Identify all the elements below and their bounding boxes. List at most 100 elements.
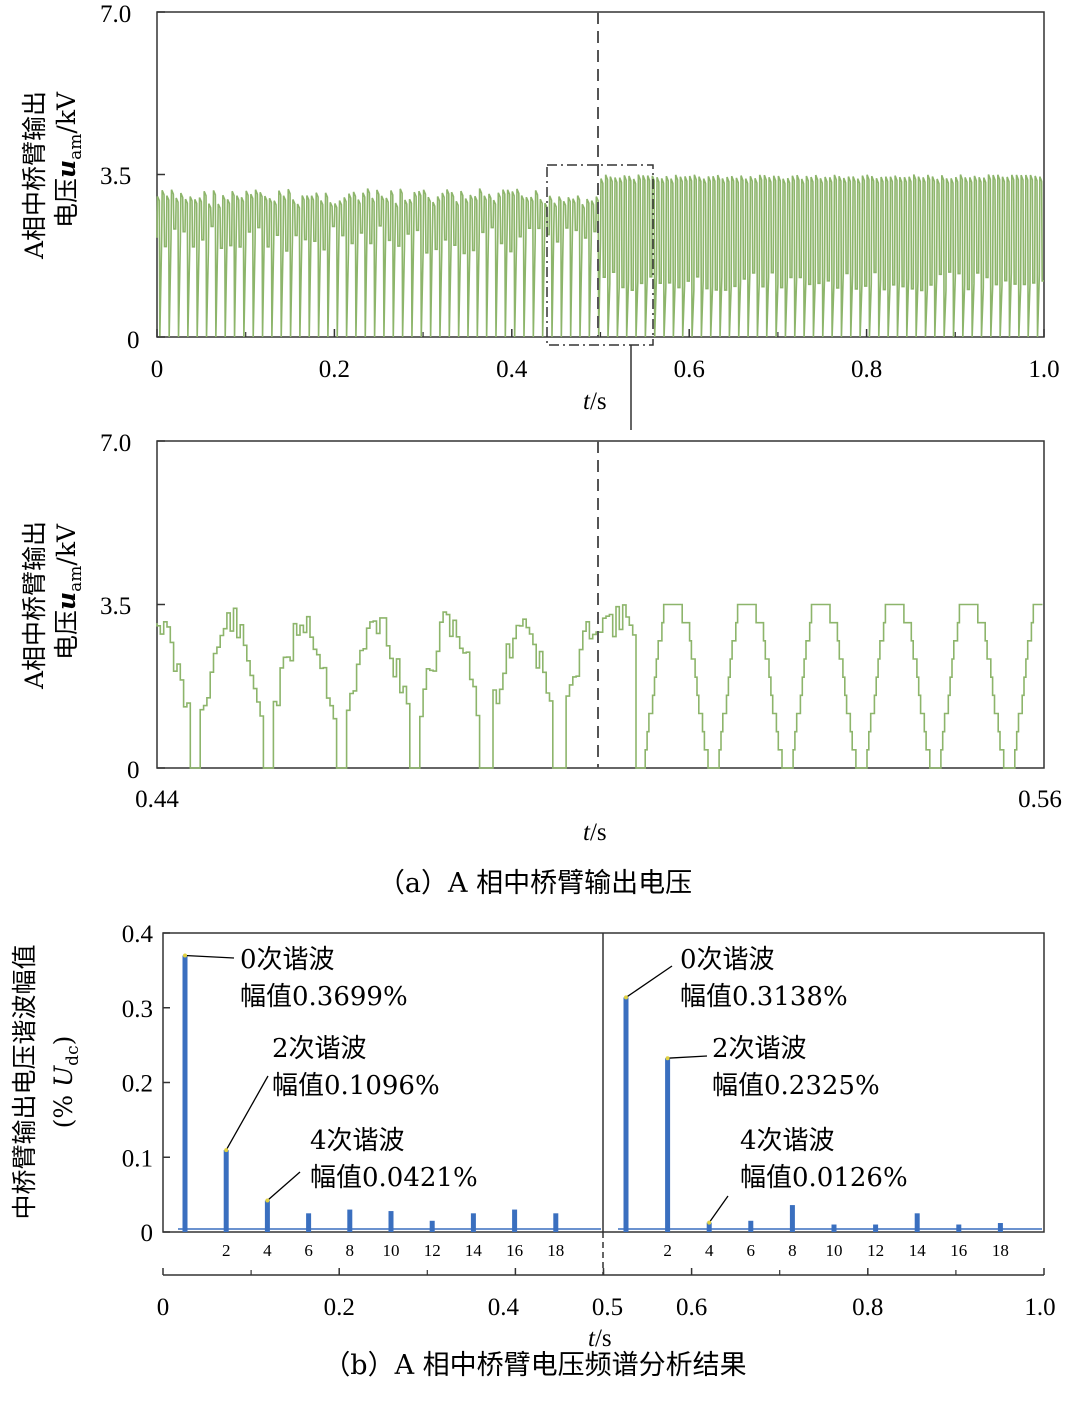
chart-b-annotation-order: 0次谐波 bbox=[240, 945, 335, 975]
chart-b-xlabel: t/s bbox=[588, 1325, 612, 1352]
chart-a1-xtick-label: 0.2 bbox=[319, 356, 350, 383]
chart-b-annotation-leader bbox=[625, 965, 673, 998]
chart-b-time-tick-label: 0.2 bbox=[324, 1294, 355, 1321]
chart-b-ylabel-close: ) bbox=[49, 1036, 78, 1046]
chart-a1-xtick-labels: 0 0.2 0.4 0.6 0.8 1.0 bbox=[151, 356, 1060, 383]
chart-b-bar bbox=[706, 1222, 712, 1232]
chart-b-bar bbox=[553, 1213, 559, 1232]
chart-a1-waveform bbox=[156, 174, 1044, 338]
chart-b-annotation-order: 2次谐波 bbox=[272, 1034, 367, 1064]
chart-b-harmonic-tick-label: 18 bbox=[992, 1241, 1009, 1260]
chart-a2-ylabel-var: u bbox=[52, 592, 81, 610]
chart-a1: 7.0 3.5 0 0 0.2 0.4 0.6 0.8 1.0 t/s A相中桥臂输出 电… bbox=[20, 1, 1060, 430]
chart-b-ylabel-line1: 中桥臂输出电压谐波幅值 bbox=[10, 944, 39, 1219]
chart-b-harmonic-tick-label: 6 bbox=[747, 1241, 756, 1260]
chart-a1-ylabel-unit: /kV bbox=[52, 91, 81, 134]
chart-a2-ylabel-line1: A相中桥臂输出 bbox=[20, 521, 49, 690]
chart-b-ytick-label: 0.4 bbox=[122, 921, 154, 948]
chart-a2-series-line bbox=[156, 603, 1043, 769]
chart-b-ylabel-open: (% bbox=[49, 1095, 78, 1129]
chart-b-annotation-value: 幅值0.0126% bbox=[740, 1163, 908, 1193]
chart-a2-ytick: 0 bbox=[127, 757, 140, 784]
chart-a2-xlabel-unit: /s bbox=[590, 819, 607, 846]
chart-b-bar bbox=[347, 1209, 353, 1232]
chart-b-harmonic-tick-label: 4 bbox=[263, 1241, 272, 1260]
chart-a1-xtick-label: 0.4 bbox=[496, 356, 528, 383]
chart-a2-frame bbox=[156, 440, 1045, 769]
chart-b-harmonic-tick-label: 6 bbox=[304, 1241, 313, 1260]
chart-b-harmonic-tick-label: 4 bbox=[705, 1241, 714, 1260]
chart-a2-xlabel: t/s bbox=[583, 819, 607, 846]
chart-b-ytick-label: 0.3 bbox=[122, 996, 153, 1023]
chart-b-bar bbox=[182, 955, 188, 1232]
chart-b-harmonic-tick-label: 8 bbox=[346, 1241, 355, 1260]
chart-b-bar bbox=[914, 1213, 920, 1232]
chart-b-annotation-value: 幅值0.3138% bbox=[680, 982, 848, 1012]
chart-a2-xlabel-var: t bbox=[583, 819, 591, 846]
chart-a1-series-line bbox=[156, 174, 1044, 338]
chart-b-annotation-leader bbox=[225, 1075, 269, 1151]
chart-a2-ticks bbox=[157, 440, 165, 769]
chart-b-annotation-leader bbox=[708, 1195, 729, 1223]
chart-b-bars bbox=[178, 955, 1042, 1232]
chart-a1-xtick-label: 0 bbox=[151, 356, 164, 383]
chart-b-time-tick-label: 1.0 bbox=[1024, 1294, 1055, 1321]
chart-a1-ylabel-prefix: 电压 bbox=[52, 178, 81, 228]
chart-b-annotation-value: 幅值0.1096% bbox=[272, 1071, 440, 1101]
chart-a1-xlabel-var: t bbox=[583, 388, 591, 415]
chart-b-bar bbox=[388, 1211, 394, 1232]
chart-b: 2 4 6 8 10 12 14 16 18 2 4 6 8 10 12 14 16 18 0.40.30.20.… bbox=[10, 921, 1056, 1352]
chart-b-bar bbox=[470, 1213, 476, 1232]
chart-b-bar bbox=[997, 1223, 1003, 1232]
chart-b-annotation-leader bbox=[266, 1171, 301, 1202]
chart-a2-ylabel-sub: am bbox=[66, 566, 86, 592]
chart-b-annotation-value: 幅值0.0421% bbox=[310, 1163, 478, 1193]
chart-a1-ytick: 0 bbox=[127, 327, 140, 354]
chart-b-annotation-order: 2次谐波 bbox=[712, 1034, 807, 1064]
chart-b-ytick-label: 0.2 bbox=[122, 1071, 153, 1098]
chart-b-harmonic-tick-label: 16 bbox=[950, 1241, 967, 1260]
chart-a2-ytick: 3.5 bbox=[100, 593, 131, 620]
chart-b-harmonic-ticks: 2 4 6 8 10 12 14 16 18 2 4 6 8 10 12 14 16 18 bbox=[222, 1241, 1009, 1260]
chart-a1-ylabel-sub: am bbox=[66, 134, 86, 160]
chart-b-annotation-dot bbox=[265, 1198, 270, 1203]
chart-a1-xlabel-unit: /s bbox=[590, 388, 607, 415]
chart-b-bar bbox=[831, 1224, 837, 1232]
chart-b-annotation-dot bbox=[707, 1220, 712, 1225]
chart-b-annotation-dot bbox=[224, 1148, 229, 1153]
chart-a1-ticks bbox=[156, 11, 1045, 338]
chart-a2-waveform bbox=[156, 603, 1043, 769]
chart-b-annotation-leader bbox=[667, 1055, 708, 1059]
chart-b-harmonic-tick-label: 14 bbox=[909, 1241, 927, 1260]
chart-b-harmonic-tick-label: 8 bbox=[788, 1241, 797, 1260]
chart-a2: 7.0 3.5 0 0.44 0.56 t/s A相中桥臂输出 电压uam/kV bbox=[20, 430, 1062, 846]
chart-b-bar bbox=[789, 1205, 795, 1232]
caption-a: （a）A 相中桥臂输出电压 bbox=[378, 868, 692, 899]
chart-b-time-ticks: 0 0.2 0.4 0.5 0.6 0.8 1.0 bbox=[157, 1268, 1056, 1321]
chart-a1-ylabel-line2: 电压uam/kV bbox=[52, 91, 86, 228]
chart-a2-xtick: 0.56 bbox=[1018, 786, 1062, 813]
chart-b-xlabel-unit: /s bbox=[595, 1325, 612, 1352]
chart-b-yticks: 0.4 0.3 0.2 0.1 0 bbox=[122, 921, 170, 1247]
chart-b-time-tick-label: 0.5 bbox=[592, 1294, 623, 1321]
chart-b-annotation-order: 4次谐波 bbox=[740, 1126, 835, 1156]
chart-a1-ylabel-line1: A相中桥臂输出 bbox=[20, 91, 49, 260]
chart-b-annotation-order: 0次谐波 bbox=[680, 945, 775, 975]
chart-a2-ylabel-unit: /kV bbox=[52, 523, 81, 566]
chart-a2-xtick: 0.44 bbox=[135, 786, 179, 813]
chart-b-harmonic-tick-label: 2 bbox=[663, 1241, 672, 1260]
chart-b-bar bbox=[429, 1220, 435, 1232]
chart-b-bar bbox=[873, 1224, 879, 1232]
chart-b-annotation-order: 4次谐波 bbox=[310, 1126, 405, 1156]
chart-a1-xtick-label: 1.0 bbox=[1028, 356, 1059, 383]
chart-b-harmonic-tick-label: 10 bbox=[826, 1241, 843, 1260]
chart-b-ylabel-line2: (% Udc) bbox=[49, 1036, 83, 1129]
chart-b-annotation-value: 幅值0.3699% bbox=[240, 982, 408, 1012]
chart-a2-ylabel-line2: 电压uam/kV bbox=[52, 523, 86, 660]
chart-b-ytick-label: 0 bbox=[141, 1220, 154, 1247]
chart-b-bar bbox=[748, 1220, 754, 1232]
chart-b-harmonic-tick-label: 12 bbox=[424, 1241, 441, 1260]
chart-b-ylabel-var: U bbox=[49, 1065, 78, 1087]
chart-b-harmonic-tick-label: 12 bbox=[867, 1241, 884, 1260]
chart-b-bar bbox=[956, 1224, 962, 1232]
